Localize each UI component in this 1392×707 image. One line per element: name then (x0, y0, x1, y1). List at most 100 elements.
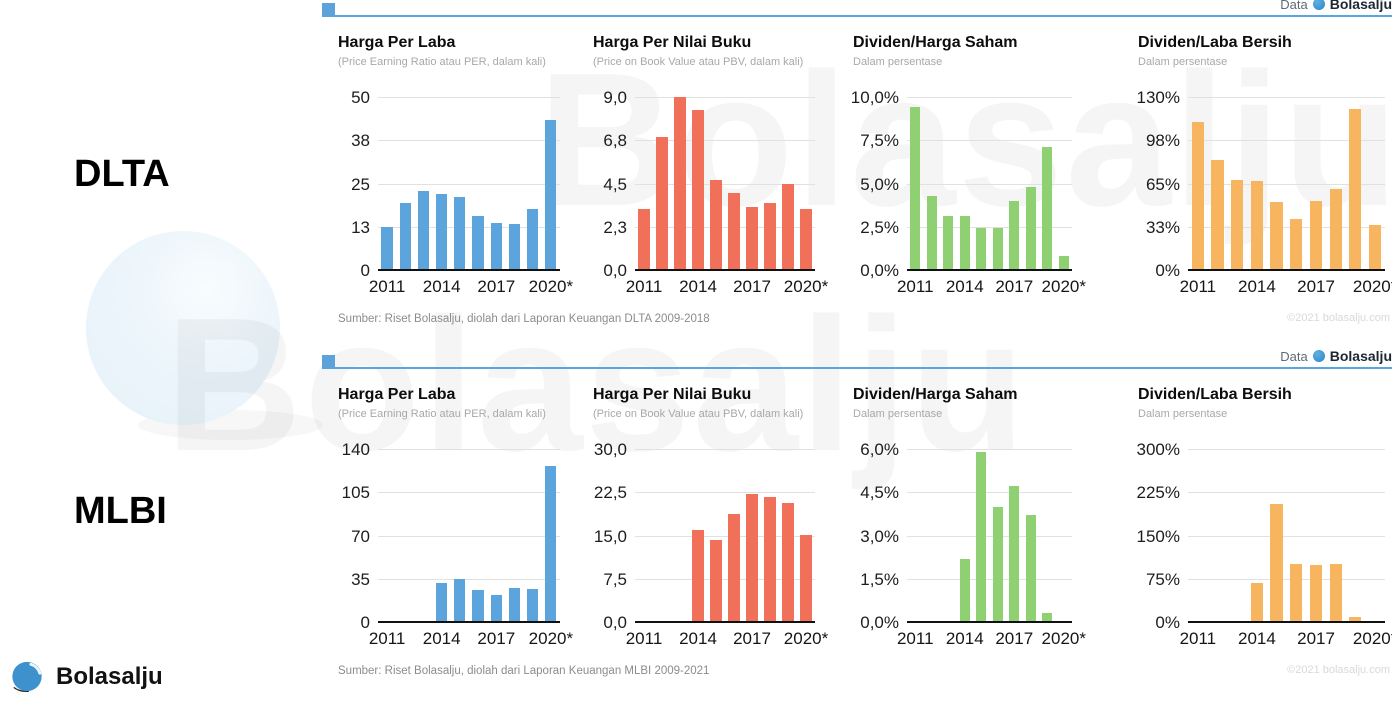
bar (746, 206, 758, 270)
bar (1309, 564, 1323, 622)
y-tick-label: 30,0 (593, 440, 627, 459)
bar-slot (1039, 449, 1056, 622)
x-tick-label: 2011 (368, 629, 406, 648)
gridline (378, 535, 560, 537)
y-tick-label: 22,5 (593, 483, 627, 503)
bar-slot (1306, 97, 1326, 270)
bar-slot (1006, 97, 1023, 270)
bar-slot (973, 97, 990, 270)
gridline (378, 492, 560, 494)
bar-slot (940, 97, 957, 270)
y-tick-label: 0% (1155, 613, 1180, 632)
bar (959, 216, 970, 270)
gridline (907, 226, 1072, 228)
bar-slot (1227, 97, 1247, 270)
x-tick-label: 2011 (896, 277, 934, 296)
x-tick-label: 2014 (679, 277, 717, 296)
chart-dlta-per: Harga Per Laba (Price Earning Ratio atau… (338, 33, 573, 296)
x-tick-label: 2017 (477, 277, 516, 296)
bolasalju-dot-icon (1312, 350, 1325, 362)
bar-chart: 130% 98% 65% 33% 0%2011 2014 2017 2020* (1137, 88, 1392, 296)
chart-title: Dividen/Laba Bersih (1138, 386, 1292, 403)
y-tick-label: 0,0 (603, 261, 627, 280)
bar-slot (1208, 449, 1228, 622)
bar (728, 193, 740, 270)
bar-slot (743, 449, 761, 622)
x-tick-label: 2014 (422, 277, 461, 296)
gridline (378, 578, 560, 580)
y-tick-label: 0 (360, 613, 370, 632)
bar-slot (1326, 97, 1346, 270)
gridline (378, 226, 560, 228)
bars-group (907, 97, 1072, 270)
y-axis: 10,0% 7,5% 5,0% 2,5% 0,0% (851, 88, 907, 280)
x-tick-label: 2020* (1041, 277, 1086, 296)
gridline (378, 140, 560, 142)
bar (764, 497, 776, 622)
chart-subtitle: (Price on Book Value atau PBV, dalam kal… (593, 56, 804, 68)
gridline (1188, 492, 1385, 494)
x-axis-baseline (907, 621, 1072, 623)
x-tick-label: 2011 (896, 629, 934, 648)
bar (1231, 179, 1244, 270)
bars-group (378, 449, 560, 622)
bar (1025, 515, 1036, 622)
header-rule-line (322, 15, 1392, 17)
bar (436, 193, 448, 270)
gridline (635, 140, 815, 142)
y-axis: 9,0 6,8 4,5 2,3 0,0 (593, 88, 635, 280)
bar (508, 588, 521, 622)
bar-slot (542, 97, 560, 270)
gridline (378, 97, 560, 98)
chart-mlbi-per: Harga Per Laba (Price Earning Ratio atau… (338, 385, 573, 648)
bar-slot (378, 97, 396, 270)
bar-slot (1006, 449, 1023, 622)
y-axis: 6,0% 4,5% 3,0% 1,5% 0,0% (853, 440, 907, 632)
bar-slot (1023, 97, 1040, 270)
bars-group (1188, 449, 1385, 622)
plot-area: 2011 2014 2017 2020* (369, 97, 573, 296)
bar (674, 97, 686, 270)
gridline (635, 578, 815, 580)
bar-slot (1227, 449, 1247, 622)
y-tick-label: 2,5% (860, 217, 899, 237)
bar-chart: 10,0% 7,5% 5,0% 2,5% 0,0% 2011 2014 2017 2020* (851, 88, 1086, 296)
gridline (907, 578, 1072, 580)
x-tick-label: 2014 (679, 629, 717, 648)
x-tick-label: 2020* (528, 629, 574, 648)
bar-chart: 50 38 25 13 0 2011 2014 2017 2020* (338, 88, 573, 296)
bars-group (1188, 97, 1385, 270)
gridline (907, 492, 1072, 494)
x-tick-label: 2020* (1041, 629, 1086, 648)
bar-slot (689, 449, 707, 622)
y-tick-label: 4,5% (860, 483, 899, 503)
bar-slot (635, 97, 653, 270)
bar (1009, 200, 1020, 270)
bar-chart: 300% 225% 150% 75% 0%2011 2014 2017 2020* (1137, 440, 1392, 648)
bar-slot (505, 449, 523, 622)
bar (526, 588, 539, 622)
y-tick-label: 130% (1136, 88, 1180, 107)
gridline (635, 449, 815, 450)
bar-slot (1346, 97, 1366, 270)
plot-area: 2011 2014 2017 2020* (626, 449, 828, 648)
data-brand-badge: Data Bolasalju (1272, 0, 1392, 12)
x-tick-label: 2011 (625, 277, 663, 296)
x-tick-label: 2017 (733, 277, 771, 296)
bar-slot (797, 97, 815, 270)
bar-slot (378, 449, 396, 622)
x-axis-baseline (635, 269, 815, 271)
y-tick-label: 35 (351, 569, 370, 589)
x-axis-baseline (378, 621, 560, 623)
chart-title: Dividen/Laba Bersih (1138, 34, 1292, 51)
bar-slot (653, 97, 671, 270)
bar (1009, 486, 1020, 622)
bar (976, 228, 987, 270)
x-tick-label: 2017 (477, 629, 516, 648)
bar-slot (1056, 449, 1073, 622)
data-label: Data (1280, 348, 1308, 364)
chart-title: Harga Per Nilai Buku (593, 34, 752, 51)
gridline (635, 183, 815, 185)
bar (782, 183, 794, 270)
bar (710, 539, 722, 622)
